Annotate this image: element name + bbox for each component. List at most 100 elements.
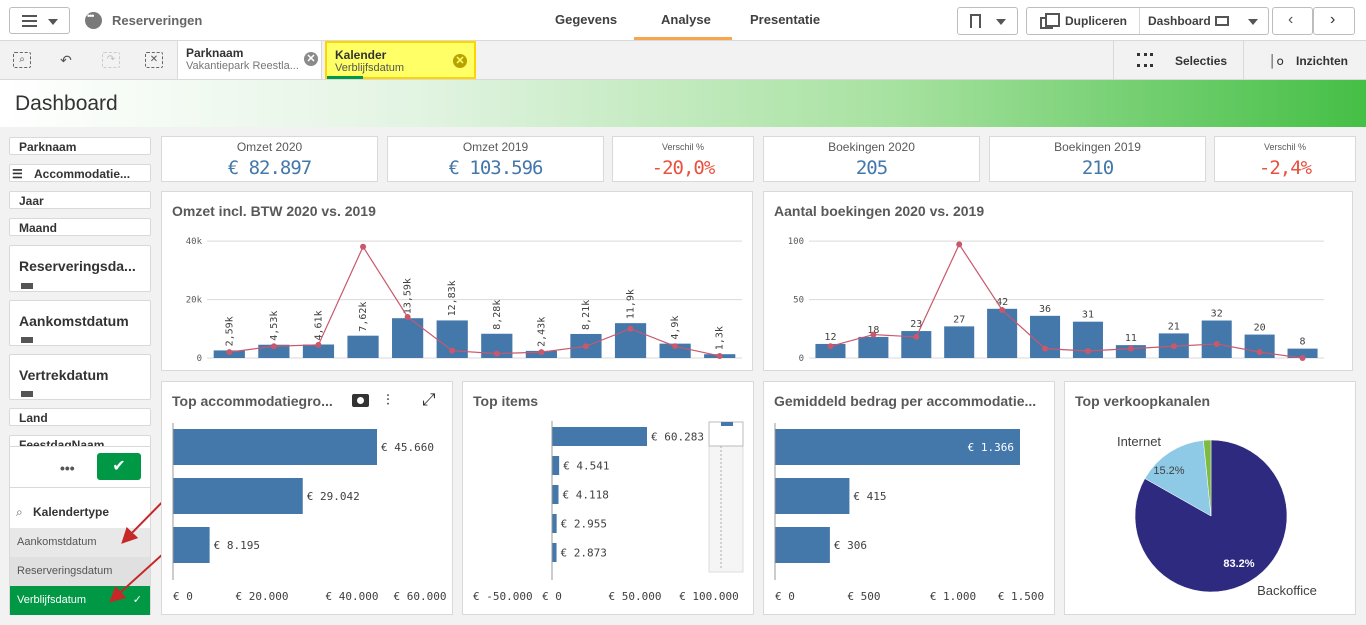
kpi-value: € 103.596 <box>448 157 544 179</box>
sheet-selector[interactable]: Dashboard <box>1148 14 1211 28</box>
bar-chart-gemiddeld: € 1.366 € 415 € 306 € 0 € 500 € 1.000 € 1.500 <box>774 423 1044 603</box>
data-label: 12 <box>824 332 836 343</box>
line-point <box>449 347 456 354</box>
selections-button[interactable]: Selecties <box>1113 41 1243 79</box>
x-tick-label: € 0 <box>173 590 193 603</box>
chevron-left-icon: ‹ <box>1288 11 1294 28</box>
data-label: € 45.660 <box>381 441 434 454</box>
clear-selections-icon[interactable]: ✕ <box>145 52 163 68</box>
filter-label: Jaar <box>19 194 44 208</box>
scrollbar-mini-bar <box>721 422 733 426</box>
bar <box>659 343 691 358</box>
chart-omzet[interactable]: Omzet incl. BTW 2020 vs. 2019 0 20k 40k 2,5… <box>161 191 753 371</box>
exploration-icon[interactable]: ⫶ <box>386 392 390 409</box>
tab-analyse[interactable]: Analyse <box>661 12 711 27</box>
chart-title: Top accommodatiegro... <box>172 393 333 409</box>
bar <box>552 456 560 475</box>
bar <box>1030 315 1061 358</box>
bar <box>302 344 335 358</box>
data-label: 13,59k <box>403 278 414 314</box>
filter-vertrekdatum[interactable]: Vertrekdatum <box>9 354 151 400</box>
chart-top-accommodatiegroep[interactable]: Top accommodatiegro... ⫶ ⤢ € 45.660 € 29.… <box>161 381 453 615</box>
data-label: 8,28k <box>492 300 503 330</box>
line-point <box>672 343 679 350</box>
smart-search-icon[interactable]: ⌕ <box>13 52 31 68</box>
tab-presentatie[interactable]: Presentatie <box>750 12 821 27</box>
selection-bar: ⌕ ↶ ↷ ✕ Parknaam Vakantiepark Reestla...… <box>0 41 1366 80</box>
chart-gemiddeld-bedrag[interactable]: Gemiddeld bedrag per accommodatie... € 1… <box>763 381 1055 615</box>
previous-sheet-button[interactable]: ‹ <box>1272 7 1313 35</box>
line-point <box>870 331 877 338</box>
filter-maand[interactable]: Maand <box>9 218 151 236</box>
chart-top-verkoopkanalen[interactable]: Top verkoopkanalen 83.2% 15.2% Backoffice I… <box>1064 381 1356 615</box>
data-label: 7,62k <box>358 302 369 332</box>
bookmark-icon <box>970 14 981 28</box>
x-tick-label: € 0 <box>542 590 562 603</box>
chevron-right-icon: › <box>1330 11 1336 28</box>
bar <box>1244 334 1275 358</box>
chevron-down-icon[interactable] <box>1248 19 1258 25</box>
bookmark-button[interactable] <box>957 7 1018 35</box>
filter-accommodatie[interactable]: ☰ Accommodatie... <box>9 164 151 182</box>
chart-title: Aantal boekingen 2020 vs. 2019 <box>774 203 985 219</box>
filter-jaar[interactable]: Jaar <box>9 191 151 209</box>
tab-gegevens[interactable]: Gegevens <box>555 12 618 27</box>
filter-reserveringsdatum[interactable]: Reserveringsda... <box>9 245 151 292</box>
data-label: 1,3k <box>715 326 726 350</box>
chart-boekingen[interactable]: Aantal boekingen 2020 vs. 2019 0 50 100 12 1… <box>763 191 1353 371</box>
kpi-verschil-boekingen[interactable]: Verschil % -2,4% <box>1214 136 1356 182</box>
slice-category-label: Internet <box>1117 434 1161 449</box>
next-sheet-button[interactable]: › <box>1313 7 1355 35</box>
selection-chip-kalender[interactable]: Kalender Verblijfsdatum ✕ <box>325 41 476 79</box>
kpi-omzet-2020[interactable]: Omzet 2020 € 82.897 <box>161 136 378 182</box>
chart-top-items[interactable]: Top items € 60.283 € 4.541 € 4.118 € 2.955 €… <box>462 381 754 615</box>
list-item[interactable]: Reserveringsdatum <box>10 557 150 586</box>
bar <box>173 429 377 465</box>
close-icon[interactable]: ✕ <box>453 54 467 68</box>
chart-title: Gemiddeld bedrag per accommodatie... <box>774 393 1037 409</box>
x-tick-label: € 1.000 <box>930 590 976 603</box>
kpi-boekingen-2020[interactable]: Boekingen 2020 205 <box>763 136 980 182</box>
more-options-icon[interactable]: ••• <box>60 460 75 476</box>
kpi-verschil-omzet[interactable]: Verschil % -20,0% <box>612 136 754 182</box>
y-tick-label: 50 <box>793 296 804 306</box>
x-tick-label: € 20.000 <box>236 590 289 603</box>
kpi-boekingen-2019[interactable]: Boekingen 2019 210 <box>989 136 1206 182</box>
line-point <box>360 243 367 250</box>
camera-icon[interactable] <box>352 394 369 407</box>
step-back-icon[interactable]: ↶ <box>60 52 72 68</box>
x-tick-label: € 500 <box>847 590 880 603</box>
data-label: € 415 <box>853 490 886 503</box>
filter-parknaam[interactable]: Parknaam <box>9 137 151 155</box>
bar <box>173 527 210 563</box>
kpi-value: -2,4% <box>1258 157 1312 179</box>
pie-slice <box>1203 439 1212 517</box>
confirm-selection-button[interactable]: ✔ <box>97 453 141 480</box>
chip-title: Parknaam <box>186 46 244 60</box>
list-item-selected[interactable]: Verblijfsdatum ✓ <box>10 586 150 615</box>
list-item[interactable]: Aankomstdatum <box>10 528 150 557</box>
kpi-label: Omzet 2019 <box>462 140 529 154</box>
duplicate-button[interactable]: Dupliceren <box>1065 14 1128 28</box>
bar <box>258 344 290 358</box>
x-tick-label: € 40.000 <box>326 590 379 603</box>
filter-land[interactable]: Land <box>9 408 151 426</box>
line-point <box>538 349 545 356</box>
kpi-omzet-2019[interactable]: Omzet 2019 € 103.596 <box>387 136 604 182</box>
line-point <box>956 241 963 248</box>
bar <box>173 478 303 514</box>
filter-label: Reserveringsda... <box>19 258 136 274</box>
expand-icon[interactable]: ⤢ <box>422 390 436 409</box>
data-label: 8,21k <box>581 300 592 330</box>
data-label: 2,59k <box>224 316 235 346</box>
line-point <box>913 333 920 340</box>
page-title: Dashboard <box>15 92 118 115</box>
insights-button[interactable]: │𝗈 Inzichten <box>1243 41 1366 79</box>
bar-chart-items: € 60.283 € 4.541 € 4.118 € 2.955 € 2.873 € -5… <box>473 421 744 603</box>
list-item-label: Verblijfsdatum <box>17 594 87 606</box>
selection-chip-parknaam[interactable]: Parknaam Vakantiepark Reestla... ✕ <box>177 41 322 79</box>
filter-aankomstdatum[interactable]: Aankomstdatum <box>9 300 151 346</box>
close-icon[interactable]: ✕ <box>304 52 318 66</box>
series-line-2019 <box>229 245 720 357</box>
global-menu-button[interactable] <box>9 7 70 34</box>
